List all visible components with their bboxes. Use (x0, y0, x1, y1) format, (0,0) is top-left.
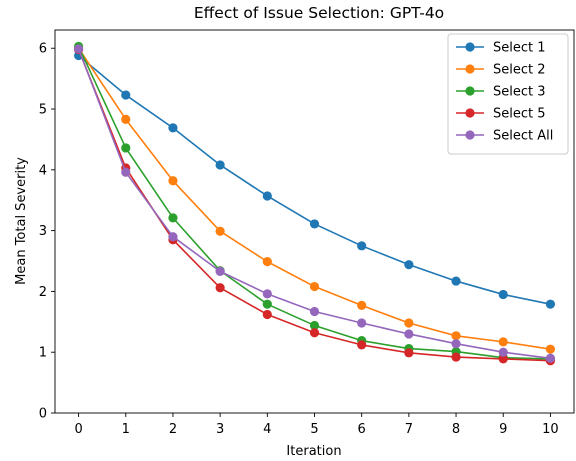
legend-label: Select All (493, 129, 553, 144)
legend-label: Select 5 (493, 107, 546, 122)
data-point-select-5 (309, 328, 320, 338)
data-point-select-2 (498, 337, 508, 347)
data-point-select-1 (498, 289, 508, 300)
data-point-select-3 (309, 320, 320, 331)
legend: Select 1 Select 2 Select 3 Select 5 Select A… (447, 33, 569, 155)
data-point-select-all (498, 347, 508, 357)
legend-swatch-marker (465, 42, 475, 52)
data-point-select-5 (262, 309, 272, 320)
data-point-select-all (168, 232, 178, 242)
data-point-select-all (545, 353, 556, 363)
data-point-select-all (309, 306, 320, 317)
legend-item-select-1: Select 1 (456, 41, 546, 56)
data-point-select-2 (121, 114, 131, 124)
data-point-select-1 (404, 260, 414, 270)
data-point-select-2 (262, 257, 272, 267)
data-point-select-all (215, 266, 225, 276)
legend-label: Select 2 (493, 63, 546, 78)
data-point-select-5 (451, 352, 461, 362)
data-point-select-1 (545, 299, 556, 309)
legend-item-select-5: Select 5 (456, 107, 546, 122)
y-tick-label: 2 (39, 285, 47, 300)
legend-swatch-marker (465, 64, 475, 74)
legend-item-select-3: Select 3 (456, 85, 546, 100)
y-tick-label: 1 (39, 346, 47, 361)
x-tick-label: 1 (122, 422, 130, 437)
data-point-select-3 (121, 143, 131, 153)
y-tick-label: 5 (39, 103, 47, 118)
legend-swatch-marker (465, 130, 475, 140)
y-axis-label: Mean Total Severity (14, 157, 29, 285)
data-point-select-all (451, 339, 461, 349)
plot-axes: 0 1 2 3 4 5 6 7 8 9 10 0 1 2 3 4 5 6 (39, 29, 575, 437)
data-point-select-5 (498, 354, 508, 364)
series-select-2 (73, 43, 556, 354)
data-point-select-1 (215, 160, 225, 170)
data-point-select-2 (545, 344, 556, 354)
legend-item-select-2: Select 2 (456, 63, 546, 78)
data-point-select-2 (357, 300, 367, 310)
y-tick-label: 4 (39, 163, 47, 178)
x-tick-label: 0 (74, 422, 82, 437)
x-tick-label: 6 (358, 422, 366, 437)
series-select-all (73, 44, 556, 363)
data-point-select-all (73, 44, 84, 54)
data-point-select-all (121, 167, 131, 177)
data-point-select-2 (451, 331, 461, 341)
data-point-select-5 (357, 340, 367, 350)
legend-label: Select 3 (493, 85, 546, 100)
data-point-select-5 (215, 283, 225, 293)
x-tick-label: 2 (169, 422, 177, 437)
data-point-select-2 (168, 176, 178, 186)
series-layer (73, 41, 556, 366)
y-tick-label: 3 (39, 224, 47, 239)
data-point-select-1 (168, 123, 178, 133)
data-point-select-all (262, 289, 272, 299)
data-point-select-2 (215, 226, 225, 236)
data-point-select-1 (262, 191, 272, 201)
data-point-select-5 (404, 348, 414, 358)
data-point-select-1 (451, 276, 461, 286)
x-tick-label: 3 (216, 422, 224, 437)
data-point-select-3 (168, 213, 178, 223)
data-point-select-1 (357, 241, 367, 251)
y-tick-label: 6 (39, 42, 47, 57)
x-tick-label: 10 (542, 422, 559, 437)
data-point-select-2 (404, 318, 414, 328)
data-point-select-3 (262, 299, 272, 309)
data-point-select-1 (121, 90, 131, 100)
series-select-1 (73, 50, 556, 309)
legend-label: Select 1 (493, 41, 546, 56)
data-point-select-2 (309, 281, 320, 292)
legend-swatch-marker (465, 86, 475, 96)
data-point-select-all (357, 318, 367, 328)
y-tick-label: 0 (39, 407, 47, 422)
legend-item-select-all: Select All (456, 129, 553, 144)
x-tick-label: 9 (499, 422, 507, 437)
x-tick-label: 7 (405, 422, 413, 437)
x-tick-label: 8 (452, 422, 460, 437)
x-tick-label: 5 (310, 422, 318, 437)
x-axis-label: Iteration (286, 444, 341, 459)
chart-title: Effect of Issue Selection: GPT-4o (194, 4, 444, 22)
legend-box (447, 33, 569, 155)
legend-swatch-marker (465, 108, 475, 118)
data-point-select-1 (309, 219, 320, 229)
data-point-select-all (404, 329, 414, 339)
x-tick-label: 4 (263, 422, 271, 437)
